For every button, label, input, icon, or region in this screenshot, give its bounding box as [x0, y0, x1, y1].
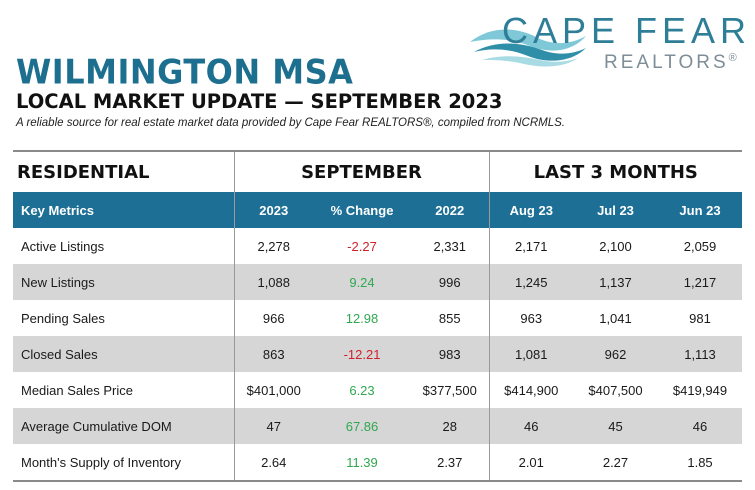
value-aug-23: 963 — [488, 300, 573, 336]
section-label: RESIDENTIAL — [13, 150, 234, 192]
value-2022: 996 — [411, 264, 489, 300]
wave-icon — [470, 29, 586, 67]
group-header-last-3-months: LAST 3 MONTHS — [488, 150, 743, 192]
value-2023: 47 — [233, 408, 313, 444]
metric-label: Month's Supply of Inventory — [13, 444, 234, 482]
value-jul-23: 1,137 — [573, 264, 658, 300]
value-aug-23: 2,171 — [488, 228, 573, 264]
value-jul-23: 2.27 — [573, 444, 658, 482]
cape-fear-realtors-logo: CAPE FEAR REALTORS® — [468, 8, 748, 80]
value-aug-23: $414,900 — [488, 372, 573, 408]
value-jun-23: $419,949 — [672, 382, 728, 398]
value-aug-23: 2.01 — [488, 444, 573, 482]
metric-label: Median Sales Price — [21, 382, 133, 398]
value-2023: 1,088 — [233, 264, 313, 300]
value-jun-23: 1.85 — [658, 444, 743, 482]
group-header-september: SEPTEMBER — [233, 150, 489, 192]
value-2023: 2.64 — [233, 444, 313, 482]
metric-label: Active Listings — [21, 238, 105, 254]
column-header: Jun 23 — [658, 192, 743, 228]
column-header: Key Metrics — [13, 192, 234, 228]
value-aug-23: 1,081 — [488, 336, 573, 372]
value-2022: 2.37 — [411, 444, 489, 482]
value-2023: 863 — [233, 336, 313, 372]
table-row: New Listings 1,088 9.24 996 1,245 1,137 … — [13, 264, 743, 300]
column-header: Jul 23 — [573, 192, 658, 228]
value-2023: 2,278 — [233, 228, 313, 264]
metric-label: New Listings — [13, 264, 234, 300]
value-2022: 28 — [411, 408, 489, 444]
value-2022: 983 — [411, 336, 489, 372]
value-aug-23: 1,245 — [488, 264, 573, 300]
percent-change: 11.39 — [313, 444, 411, 482]
value-jun-23: 1,113 — [658, 336, 743, 372]
value-2023: 966 — [233, 300, 313, 336]
percent-change: 9.24 — [313, 264, 411, 300]
table-row: Pending Sales 966 12.98 855 963 1,041 98… — [13, 300, 742, 336]
table-row: Median Sales Price $401,000 6.23 $377,50… — [13, 372, 742, 408]
value-jun-23: 2,059 — [683, 238, 717, 254]
column-header: 2022 — [411, 192, 489, 228]
value-jun-23: 1,217 — [658, 264, 743, 300]
metric-label: Average Cumulative DOM — [13, 408, 234, 444]
value-jun-23: 981 — [689, 310, 711, 326]
value-aug-23: 46 — [488, 408, 573, 444]
page-subtitle: LOCAL MARKET UPDATE — SEPTEMBER 2023 — [16, 90, 503, 113]
column-header: 2023 — [233, 192, 313, 228]
tagline: A reliable source for real estate market… — [16, 117, 565, 129]
percent-change: 6.23 — [349, 382, 375, 398]
table-row: Month's Supply of Inventory 2.64 11.39 2… — [13, 444, 743, 482]
value-jun-23: 46 — [658, 408, 743, 444]
value-2022: 855 — [438, 310, 461, 326]
percent-change: -2.27 — [347, 238, 377, 254]
value-2022: $377,500 — [422, 382, 477, 398]
value-jul-23: 2,100 — [599, 238, 632, 254]
table-row: Closed Sales 863 -12.21 983 1,081 962 1,… — [13, 336, 743, 372]
percent-change: -12.21 — [313, 336, 411, 372]
market-data-table: RESIDENTIAL SEPTEMBER LAST 3 MONTHS Key … — [13, 150, 743, 482]
percent-change: 12.98 — [345, 310, 379, 326]
value-2023: $401,000 — [233, 372, 313, 408]
metric-label: Pending Sales — [21, 310, 105, 326]
value-jul-23: $407,500 — [588, 382, 643, 398]
column-header: Aug 23 — [488, 192, 573, 228]
value-jul-23: 962 — [573, 336, 658, 372]
metric-label: Closed Sales — [13, 336, 234, 372]
value-2022: 2,331 — [433, 238, 467, 254]
value-jul-23: 45 — [573, 408, 658, 444]
page-title: WILMINGTON MSA — [16, 52, 354, 92]
column-header: % Change — [313, 192, 411, 228]
table-row: Average Cumulative DOM 47 67.86 28 46 45… — [13, 408, 743, 444]
logo-brand-text: CAPE FEAR — [502, 10, 752, 51]
percent-change: 67.86 — [313, 408, 411, 444]
logo-sub-text: REALTORS® — [604, 52, 740, 73]
table-row: Active Listings 2,278 -2.27 2,331 2,171 … — [13, 228, 742, 264]
value-jul-23: 1,041 — [599, 310, 632, 326]
